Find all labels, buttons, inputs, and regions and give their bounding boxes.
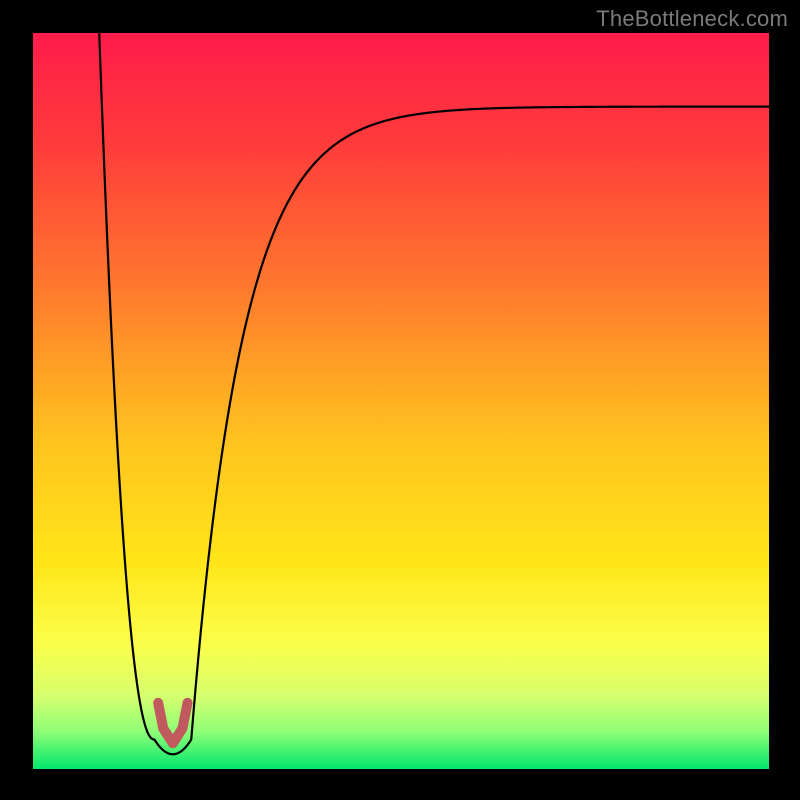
chart-svg: [0, 0, 800, 800]
chart-root: TheBottleneck.com: [0, 0, 800, 800]
plot-background: [33, 33, 769, 769]
watermark-text: TheBottleneck.com: [596, 6, 788, 32]
